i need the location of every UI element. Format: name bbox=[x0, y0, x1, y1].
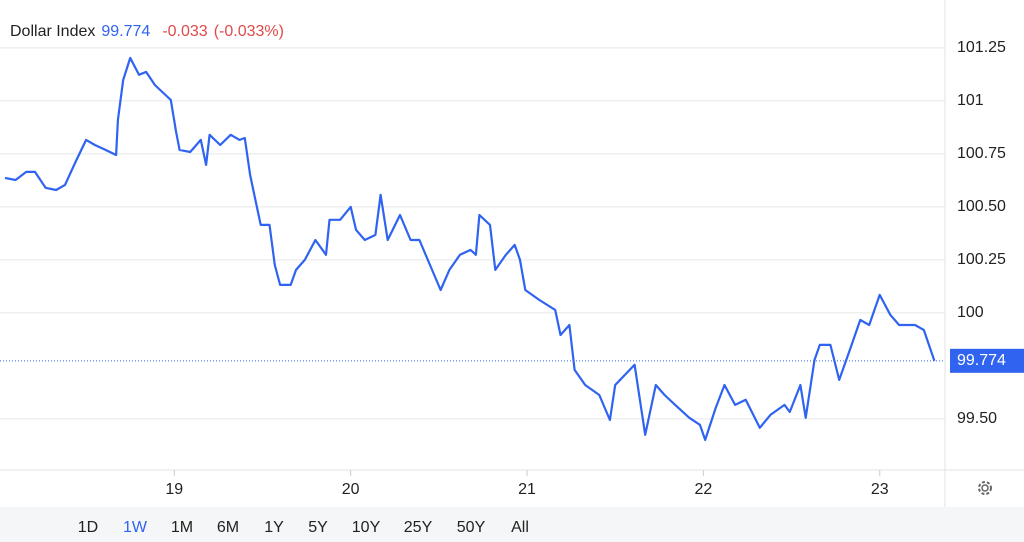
y-tick-label: 100.50 bbox=[957, 198, 1006, 215]
range-button[interactable]: 6M bbox=[217, 519, 239, 536]
range-button[interactable]: 1W bbox=[123, 519, 148, 536]
x-tick-label: 20 bbox=[342, 481, 360, 498]
change-percent: (-0.033%) bbox=[214, 23, 284, 40]
settings-icon[interactable] bbox=[978, 481, 992, 495]
x-tick-label: 22 bbox=[694, 481, 712, 498]
range-button[interactable]: 1M bbox=[171, 519, 193, 536]
last-value-tag-label: 99.774 bbox=[957, 352, 1006, 369]
range-button[interactable]: 1Y bbox=[264, 519, 284, 536]
y-tick-label: 101 bbox=[957, 92, 984, 109]
line-series bbox=[4, 56, 936, 441]
y-tick-label: 99.50 bbox=[957, 410, 997, 427]
y-tick-label: 100.25 bbox=[957, 251, 1006, 268]
chart-title: Dollar Index bbox=[10, 23, 95, 40]
change: -0.033 bbox=[162, 23, 207, 40]
range-button[interactable]: 25Y bbox=[404, 519, 433, 536]
x-tick-label: 23 bbox=[871, 481, 889, 498]
x-tick-label: 21 bbox=[518, 481, 536, 498]
y-tick-label: 100 bbox=[957, 304, 984, 321]
last-value-tag bbox=[950, 348, 1024, 373]
range-bar bbox=[0, 507, 1024, 542]
x-tick-label: 19 bbox=[165, 481, 183, 498]
last-value: 99.774 bbox=[101, 23, 150, 40]
range-button[interactable]: 5Y bbox=[308, 519, 328, 536]
range-button[interactable]: 10Y bbox=[352, 519, 381, 536]
y-tick-label: 100.75 bbox=[957, 145, 1006, 162]
header: Dollar Index 99.774 -0.033 (-0.033%) bbox=[10, 23, 284, 40]
range-button[interactable]: 1D bbox=[78, 519, 98, 536]
y-tick-label: 101.25 bbox=[957, 39, 1006, 56]
range-button[interactable]: 50Y bbox=[457, 519, 486, 536]
range-button[interactable]: All bbox=[511, 519, 529, 536]
